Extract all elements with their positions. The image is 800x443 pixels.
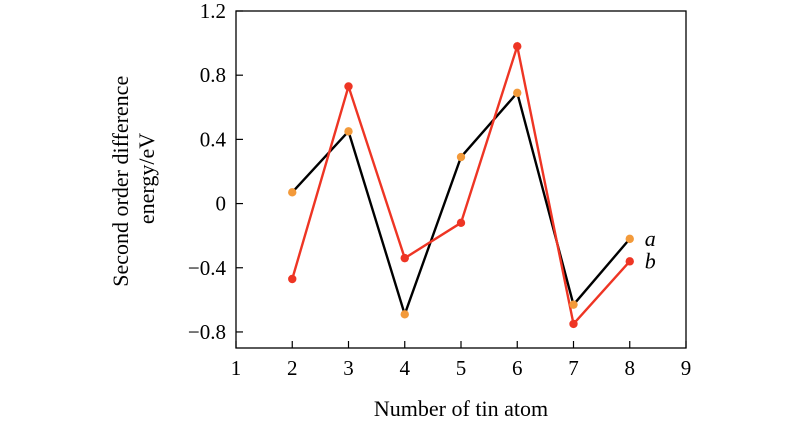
- x-tick-label: 1: [231, 356, 242, 380]
- series-b-point: [400, 253, 409, 263]
- series-b-point: [513, 42, 522, 51]
- y-tick-label: −0.4: [188, 256, 227, 280]
- labels-layer: 1 2 3 4 5 6 7 8 9 −0.8 −0.4 0 0.4 0.8 1.2 ab: [188, 0, 691, 380]
- x-tick-label: 6: [512, 356, 523, 380]
- series-a-point: [344, 127, 353, 136]
- series-a-point: [513, 88, 522, 98]
- series-b-point: [288, 274, 297, 284]
- y-axis-title-line-1: Second order difference: [108, 76, 133, 287]
- series-a-point: [400, 310, 409, 319]
- series-b-point: [456, 218, 466, 228]
- series-a-point: [288, 188, 297, 197]
- series-a-label: a: [645, 226, 656, 251]
- x-tick-label: 2: [287, 356, 298, 380]
- series-a-point: [456, 152, 466, 162]
- series-b-line: [291, 41, 631, 327]
- series-a-line: [291, 90, 631, 319]
- series-a-point: [569, 300, 578, 309]
- y-tick-label: 1.2: [200, 0, 226, 23]
- y-axis-title-line-2: energy/eV: [134, 133, 159, 224]
- series-b-label: b: [645, 248, 656, 273]
- y-tick-label: 0.4: [200, 127, 227, 151]
- series-b-point: [569, 319, 578, 329]
- y-tick-label: 0: [216, 192, 227, 216]
- x-tick-label: 9: [681, 356, 692, 380]
- ticks-layer: [235, 10, 687, 348]
- y-tick-label: 0.8: [200, 63, 226, 87]
- x-tick-label: 7: [568, 356, 579, 380]
- series-a-point: [625, 234, 634, 244]
- y-tick-label: −0.8: [188, 320, 226, 344]
- series-b-point: [625, 257, 634, 266]
- x-tick-label: 3: [343, 356, 354, 380]
- x-axis-title: Number of tin atom: [374, 396, 548, 421]
- series-layer: [288, 41, 634, 329]
- y-axis-title: Second order difference energy/eV: [108, 70, 159, 286]
- x-tick-label: 8: [625, 356, 636, 380]
- series-b-point: [344, 82, 353, 91]
- x-tick-label: 5: [456, 356, 467, 380]
- x-tick-label: 4: [400, 356, 411, 380]
